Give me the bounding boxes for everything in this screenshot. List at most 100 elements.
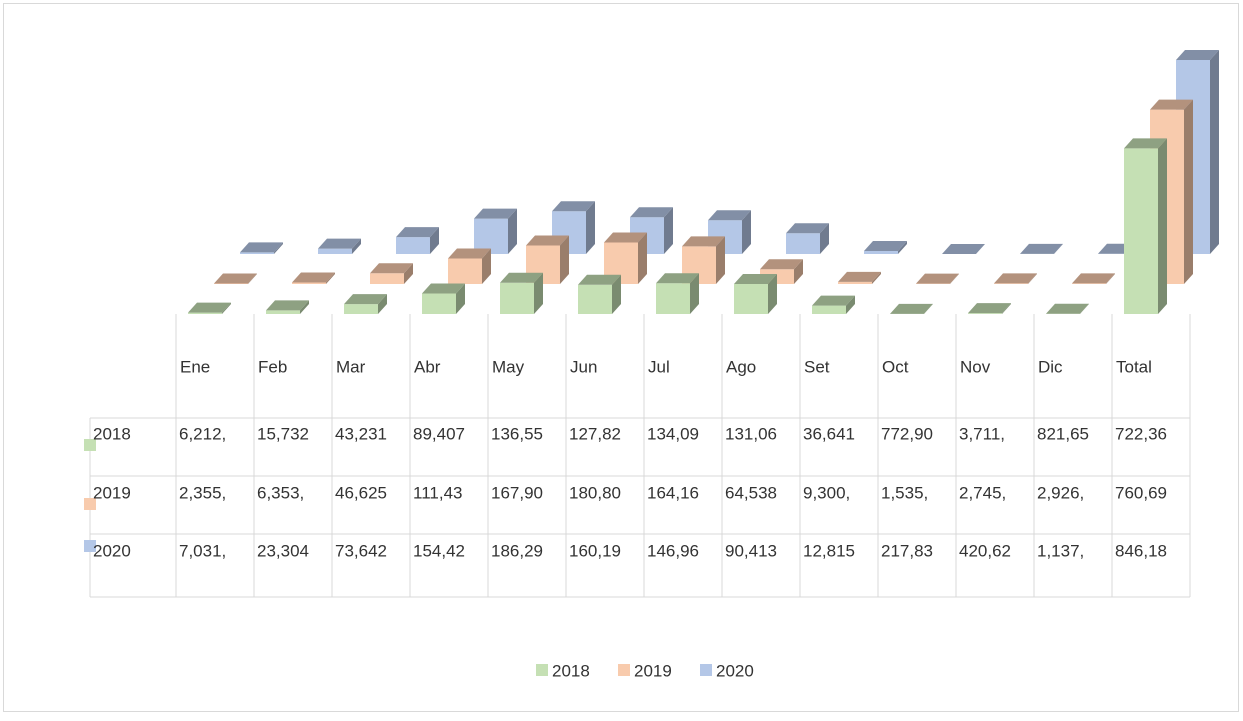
value-label: 6,353,: [257, 483, 304, 502]
bar: [500, 273, 543, 314]
value-label: 2,355,: [179, 483, 226, 502]
value-label: 180,80: [569, 483, 621, 502]
value-label: 64,538: [725, 483, 777, 502]
category-label: Total: [1116, 357, 1152, 376]
bar-side: [1184, 100, 1193, 284]
value-label: 164,16: [647, 483, 699, 502]
value-label: 15,732: [257, 424, 309, 443]
bar: [734, 274, 777, 314]
value-label: 772,90: [881, 424, 933, 443]
value-label: 846,18: [1115, 541, 1167, 560]
value-label: 46,625: [335, 483, 387, 502]
category-label: Feb: [258, 357, 287, 376]
legend-swatch: [700, 664, 712, 676]
value-label: 167,90: [491, 483, 543, 502]
value-label: 43,231: [335, 424, 387, 443]
bar: [474, 209, 517, 254]
bar-front: [812, 306, 846, 314]
legend-label: 2018: [552, 661, 590, 680]
value-label: 36,641: [803, 424, 855, 443]
value-label: 134,09: [647, 424, 699, 443]
value-label: 217,83: [881, 541, 933, 560]
bar-front: [214, 283, 248, 284]
category-label: Mar: [336, 357, 366, 376]
value-label: 89,407: [413, 424, 465, 443]
bar-front: [500, 283, 534, 314]
bar-front: [266, 310, 300, 314]
category-label: Ene: [180, 357, 210, 376]
legend: 2018 2019 2020: [536, 661, 754, 680]
bar-front: [578, 285, 612, 314]
value-label: 111,43: [413, 483, 462, 502]
bar-front: [188, 313, 222, 314]
value-label: 160,19: [569, 541, 621, 560]
value-label: 9,300,: [803, 483, 850, 502]
value-label: 2,745,: [959, 483, 1006, 502]
bar: [422, 284, 465, 314]
category-label: Set: [804, 357, 830, 376]
bar-front: [370, 273, 404, 284]
bar: [1124, 138, 1167, 314]
value-label: 821,65: [1037, 424, 1089, 443]
value-label: 131,06: [725, 424, 777, 443]
bar-front: [734, 284, 768, 314]
value-label: 12,815: [803, 541, 855, 560]
bar-front: [422, 294, 456, 314]
value-label: 90,413: [725, 541, 777, 560]
value-label: 73,642: [335, 541, 387, 560]
value-label: 420,62: [959, 541, 1011, 560]
value-label: 186,29: [491, 541, 543, 560]
value-label: 146,96: [647, 541, 699, 560]
bar: [396, 227, 439, 254]
value-label: 6,212,: [179, 424, 226, 443]
bar: [578, 275, 621, 314]
series-label: 2018: [93, 424, 131, 443]
value-label: 154,42: [413, 541, 465, 560]
bar-front: [240, 252, 274, 254]
value-label: 136,55: [491, 424, 543, 443]
value-label: 7,031,: [179, 541, 226, 560]
legend-swatch: [536, 664, 548, 676]
category-label: Dic: [1038, 357, 1063, 376]
value-label: 23,304: [257, 541, 309, 560]
series-label: 2019: [93, 483, 131, 502]
value-label: 1,137,: [1037, 541, 1084, 560]
legend-swatch: [618, 664, 630, 676]
value-label: 760,69: [1115, 483, 1167, 502]
series-label: 2020: [93, 541, 131, 560]
value-label: 1,535,: [881, 483, 928, 502]
legend-label: 2019: [634, 661, 672, 680]
bar: [786, 223, 829, 254]
value-label: 722,36: [1115, 424, 1167, 443]
bar-front: [344, 304, 378, 314]
bar-front: [318, 249, 352, 254]
bar-front: [1124, 148, 1158, 314]
bar-front: [968, 313, 1002, 314]
bar-front: [396, 237, 430, 254]
bar-front: [1072, 283, 1106, 284]
value-label: 3,711,: [959, 424, 1005, 443]
value-label: 2,926,: [1037, 483, 1084, 502]
bar-front: [994, 283, 1028, 284]
category-label: Jun: [570, 357, 597, 376]
bar-side: [1210, 50, 1219, 254]
bar-front: [448, 258, 482, 284]
legend-label: 2020: [716, 661, 754, 680]
category-label: May: [492, 357, 525, 376]
bar: [370, 263, 413, 284]
category-label: Jul: [648, 357, 670, 376]
category-label: Ago: [726, 357, 756, 376]
bar-side: [1158, 138, 1167, 314]
category-label: Nov: [960, 357, 991, 376]
bar: [448, 248, 491, 284]
category-label: Oct: [882, 357, 909, 376]
bar: [656, 273, 699, 314]
category-label: Abr: [414, 357, 441, 376]
bar-front: [786, 233, 820, 254]
value-label: 127,82: [569, 424, 621, 443]
bar-front: [838, 282, 872, 284]
bar: [344, 294, 387, 314]
bar-front: [656, 283, 690, 314]
bar-front: [864, 251, 898, 254]
